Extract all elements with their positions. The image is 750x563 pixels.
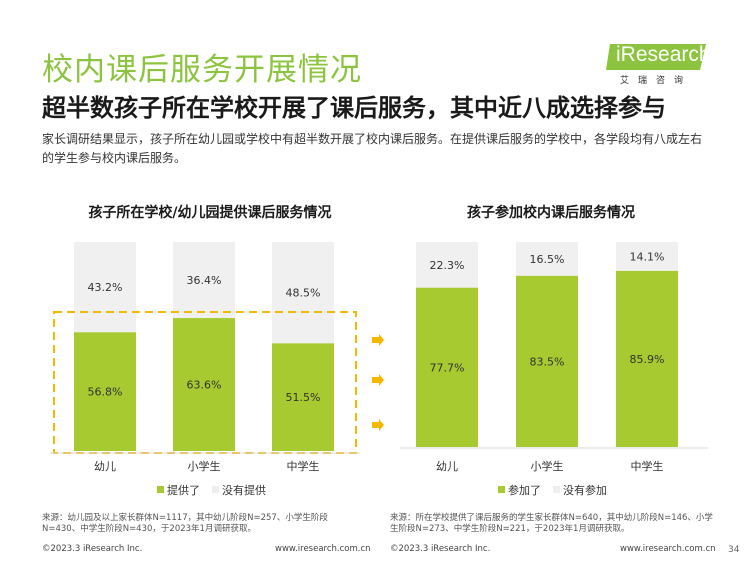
bar-segment-2-rest-3	[616, 242, 678, 271]
bar-segment-1-rest-2	[173, 242, 235, 319]
page-title: 校内课后服务开展情况	[42, 52, 362, 88]
logo-badge-icon	[606, 44, 706, 70]
legend-swatch-joined	[498, 486, 505, 493]
bar-segment-1-main-3	[272, 343, 334, 451]
logo-text: iResearch	[616, 43, 711, 66]
data-label-main: 85.9%	[630, 353, 665, 366]
chart2-svg: 22.3%77.7%16.5%83.5%14.1%85.9% 幼儿 小学生 中学生 …	[400, 242, 708, 497]
footer-url-right: www.iresearch.com.cn	[620, 544, 716, 554]
legend-swatch-not-joined	[553, 486, 560, 493]
footnote-left: 来源：幼儿园及以上家长群体N=1117，其中幼儿阶段N=257、小学生阶段N=4…	[42, 513, 328, 534]
legend-swatch-not-provided	[212, 486, 219, 493]
data-label-main: 51.5%	[286, 391, 321, 404]
chart1-svg: 43.2%56.8%36.4%63.6%48.5%51.5% 幼儿 小学生 中学生 …	[50, 242, 360, 497]
data-label-rest: 22.3%	[430, 259, 465, 272]
data-label-main: 56.8%	[88, 386, 123, 399]
x-tick-label: 小学生	[188, 459, 221, 473]
bar-segment-2-main-1	[416, 287, 478, 447]
legend-label-joined: 参加了	[508, 483, 541, 497]
bar-segment-1-rest-3	[272, 242, 334, 344]
bar-segment-2-main-3	[616, 270, 678, 447]
highlight-box	[53, 311, 357, 454]
arrow-right-icon	[372, 419, 384, 431]
chart1-legend: 提供了 没有提供	[157, 483, 266, 497]
footer-url-left: www.iresearch.com.cn	[275, 544, 371, 554]
legend-label-not-provided: 没有提供	[222, 483, 266, 497]
footnote-right: 来源：所在学校提供了课后服务的学生家长群体N=640，其中幼儿阶段N=146、小…	[390, 513, 713, 534]
data-label-main: 77.7%	[430, 361, 465, 374]
legend-label-not-joined: 没有参加	[563, 483, 607, 497]
chart2-legend: 参加了 没有参加	[498, 483, 607, 497]
bar-segment-1-main-1	[74, 332, 136, 451]
legend-label-provided: 提供了	[167, 483, 200, 497]
x-tick-label: 中学生	[631, 459, 664, 473]
legend-swatch-provided	[157, 486, 164, 493]
logo-subtext: 艾瑞咨询	[620, 76, 693, 86]
bar-segment-2-main-2	[516, 275, 578, 447]
arrow-right-icon	[372, 374, 384, 386]
x-tick-label: 中学生	[287, 459, 320, 473]
footer-copyright-right: ©2023.3 iResearch Inc.	[390, 544, 491, 554]
data-label-rest: 14.1%	[630, 250, 665, 263]
data-label-rest: 43.2%	[88, 281, 123, 294]
data-label-main: 83.5%	[530, 355, 565, 368]
chart1-title: 孩子所在学校/幼儿园提供课后服务情况	[88, 205, 332, 221]
arrows-group	[372, 334, 384, 431]
arrow-right-icon	[372, 334, 384, 346]
page-description: 家长调研结果显示，孩子所在幼儿园或学校中有超半数开展了校内课后服务。在提供课后服…	[42, 132, 703, 165]
page-subtitle: 超半数孩子所在学校开展了课后服务，其中近八成选择参与	[42, 94, 666, 122]
page-number: 34	[728, 545, 740, 555]
bar-segment-1-rest-1	[74, 242, 136, 333]
x-tick-label: 小学生	[531, 459, 564, 473]
iresearch-logo: iResearch 艾瑞咨询	[606, 42, 714, 86]
x-tick-label: 幼儿	[94, 460, 116, 473]
bar-segment-2-rest-1	[416, 242, 478, 288]
data-label-rest: 48.5%	[286, 287, 321, 300]
data-label-rest: 16.5%	[530, 253, 565, 266]
chart2-title: 孩子参加校内课后服务情况	[467, 205, 635, 221]
x-tick-label: 幼儿	[436, 460, 458, 473]
bar-segment-1-main-2	[173, 318, 235, 451]
bar-segment-2-rest-2	[516, 242, 578, 276]
data-label-main: 63.6%	[187, 379, 222, 392]
footer-copyright-left: ©2023.3 iResearch Inc.	[42, 544, 143, 554]
data-label-rest: 36.4%	[187, 274, 222, 287]
